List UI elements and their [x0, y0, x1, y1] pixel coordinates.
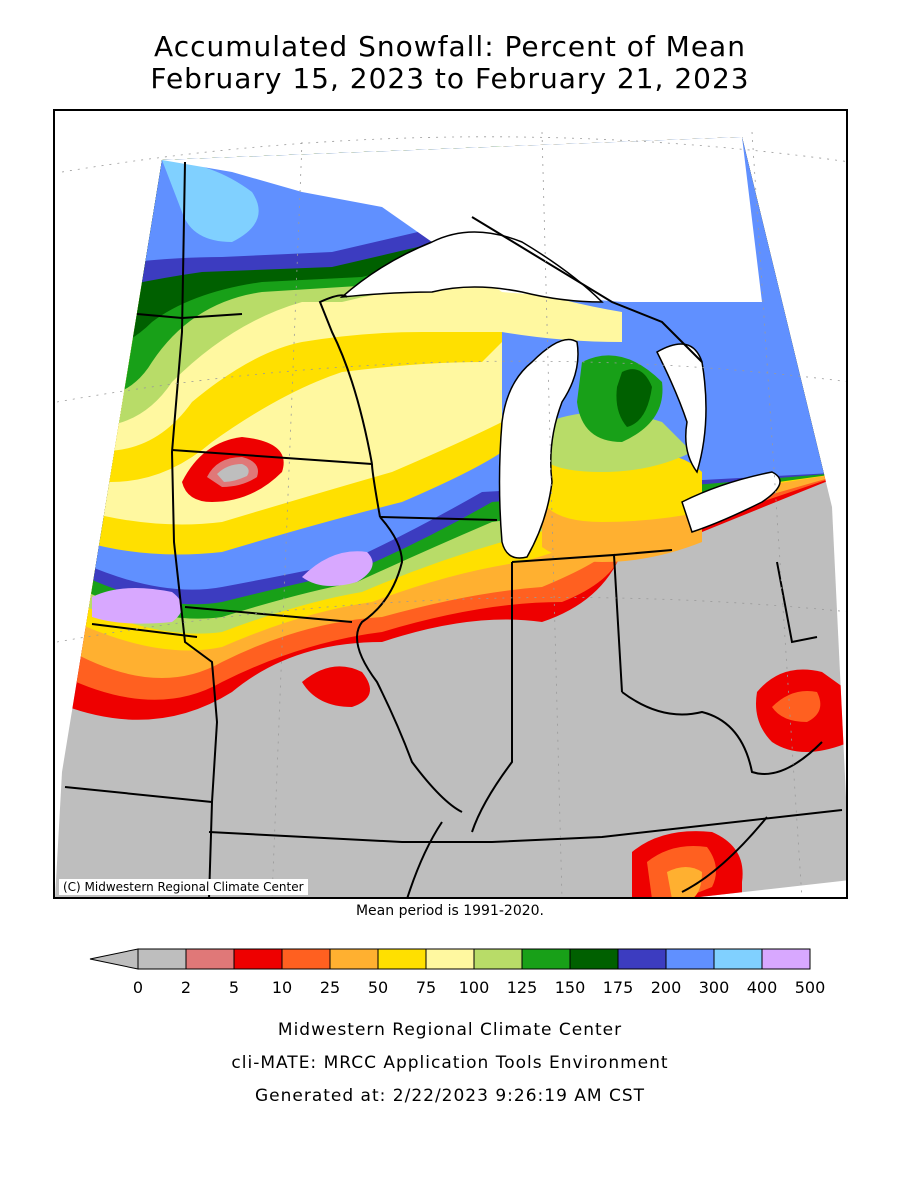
color-legend	[89, 948, 811, 970]
legend-tick-label: 5	[228, 978, 240, 997]
legend-tick-label: 400	[746, 978, 778, 997]
legend-tick-label: 300	[698, 978, 730, 997]
legend-swatch	[233, 948, 283, 970]
legend-swatch	[521, 948, 571, 970]
graticule	[56, 131, 846, 897]
legend-tick-label: 125	[506, 978, 538, 997]
legend-tick-label: 500	[794, 978, 826, 997]
footer-generated: Generated at: 2/22/2023 9:26:19 AM CST	[254, 1086, 646, 1106]
legend-swatch	[329, 948, 379, 970]
great-lakes	[339, 231, 781, 559]
snowfall-map	[55, 131, 846, 897]
legend-tick-label: 100	[458, 978, 490, 997]
legend-swatch	[665, 948, 715, 970]
legend-swatch	[137, 948, 187, 970]
legend-tick-label: 200	[650, 978, 682, 997]
legend-swatch	[473, 948, 523, 970]
state-borders	[64, 161, 843, 897]
map-date-range: February 15, 2023 to February 21, 2023	[150, 62, 750, 95]
legend-tick-label: 25	[319, 978, 341, 997]
legend-tick-label: 150	[554, 978, 586, 997]
legend-arrow	[89, 948, 139, 970]
mean-period-note: Mean period is 1991-2020.	[355, 903, 545, 919]
legend-swatch	[185, 948, 235, 970]
legend-tick-label: 2	[180, 978, 192, 997]
legend-swatch	[569, 948, 619, 970]
legend-swatch	[617, 948, 667, 970]
legend-swatch	[377, 948, 427, 970]
legend-swatch	[281, 948, 331, 970]
legend-swatch	[713, 948, 763, 970]
map-title: Accumulated Snowfall: Percent of Mean	[154, 30, 746, 63]
legend-tick-label: 10	[271, 978, 293, 997]
legend-tick-label: 0	[132, 978, 144, 997]
legend-swatch	[761, 948, 811, 970]
legend-tick-label: 175	[602, 978, 634, 997]
footer-org: Midwestern Regional Climate Center	[277, 1020, 623, 1040]
map-panel: (C) Midwestern Regional Climate Center	[53, 109, 848, 899]
legend-tick-label: 75	[415, 978, 437, 997]
footer-tool: cli-MATE: MRCC Application Tools Environ…	[231, 1053, 669, 1073]
copyright-label: (C) Midwestern Regional Climate Center	[59, 879, 308, 895]
legend-tick-label: 50	[367, 978, 389, 997]
legend-swatch	[425, 948, 475, 970]
